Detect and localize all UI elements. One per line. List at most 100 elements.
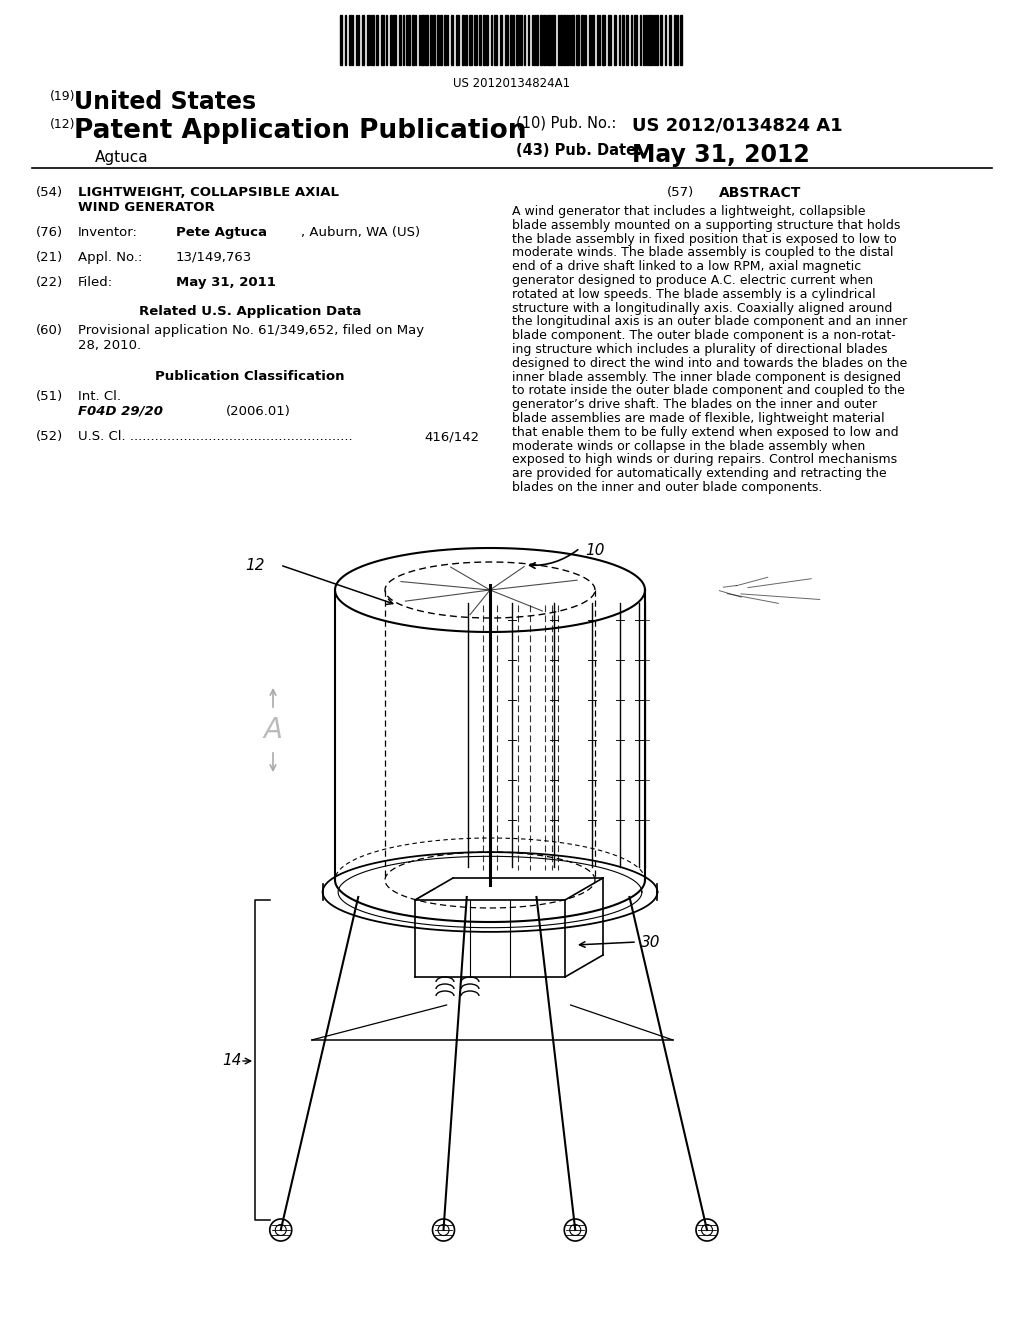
Text: (57): (57) <box>667 186 693 199</box>
Bar <box>462 15 464 65</box>
Text: (76): (76) <box>36 226 63 239</box>
Text: to rotate inside the outer blade component and coupled to the: to rotate inside the outer blade compone… <box>512 384 905 397</box>
Bar <box>433 15 435 65</box>
Text: (51): (51) <box>36 389 63 403</box>
Bar <box>469 15 472 65</box>
Text: A wind generator that includes a lightweight, collapsible: A wind generator that includes a lightwe… <box>512 205 865 218</box>
Text: May 31, 2011: May 31, 2011 <box>176 276 275 289</box>
Text: generator designed to produce A.C. electric current when: generator designed to produce A.C. elect… <box>512 275 873 286</box>
Bar <box>376 15 378 65</box>
Bar <box>362 15 364 65</box>
Text: exposed to high winds or during repairs. Control mechanisms: exposed to high winds or during repairs.… <box>512 453 897 466</box>
Bar <box>548 15 551 65</box>
Text: US 20120134824A1: US 20120134824A1 <box>454 77 570 90</box>
Text: May 31, 2012: May 31, 2012 <box>632 143 810 168</box>
Text: end of a drive shaft linked to a low RPM, axial magnetic: end of a drive shaft linked to a low RPM… <box>512 260 861 273</box>
Text: A: A <box>263 715 283 744</box>
Bar <box>602 15 605 65</box>
Text: United States: United States <box>74 90 256 114</box>
Bar <box>592 15 594 65</box>
Text: Int. Cl.: Int. Cl. <box>78 389 121 403</box>
Text: designed to direct the wind into and towards the blades on the: designed to direct the wind into and tow… <box>512 356 907 370</box>
Bar <box>540 15 542 65</box>
Bar <box>680 15 682 65</box>
Bar <box>589 15 591 65</box>
Bar <box>510 15 512 65</box>
Bar <box>520 15 522 65</box>
Bar <box>479 15 481 65</box>
Text: 30: 30 <box>641 935 660 950</box>
Text: 13/149,763: 13/149,763 <box>176 251 252 264</box>
Bar <box>340 15 342 65</box>
Bar <box>399 15 401 65</box>
Text: Appl. No.:: Appl. No.: <box>78 251 142 264</box>
Text: blades on the inner and outer blade components.: blades on the inner and outer blade comp… <box>512 480 822 494</box>
Text: Related U.S. Application Data: Related U.S. Application Data <box>139 305 361 318</box>
Text: moderate winds. The blade assembly is coupled to the distal: moderate winds. The blade assembly is co… <box>512 247 894 260</box>
Bar <box>656 15 658 65</box>
Bar <box>634 15 637 65</box>
Text: Agtuca: Agtuca <box>95 150 148 165</box>
Text: 14: 14 <box>222 1053 242 1068</box>
Bar <box>483 15 485 65</box>
Text: 28, 2010.: 28, 2010. <box>78 339 141 352</box>
Bar <box>465 15 467 65</box>
Bar <box>421 15 424 65</box>
Text: Patent Application Publication: Patent Application Publication <box>74 117 526 144</box>
Text: inner blade assembly. The inner blade component is designed: inner blade assembly. The inner blade co… <box>512 371 901 384</box>
Text: (54): (54) <box>36 186 63 199</box>
Bar <box>552 15 555 65</box>
Text: F04D 29/20: F04D 29/20 <box>78 405 163 418</box>
Bar <box>505 15 508 65</box>
Bar <box>571 15 574 65</box>
Bar <box>669 15 671 65</box>
Bar <box>660 15 662 65</box>
Text: Pete Agtuca: Pete Agtuca <box>176 226 267 239</box>
Bar <box>566 15 568 65</box>
Text: Publication Classification: Publication Classification <box>156 370 345 383</box>
Text: structure with a longitudinally axis. Coaxially aligned around: structure with a longitudinally axis. Co… <box>512 301 892 314</box>
Bar <box>393 15 396 65</box>
Bar <box>622 15 624 65</box>
Text: (22): (22) <box>36 276 63 289</box>
Bar <box>349 15 351 65</box>
Text: WIND GENERATOR: WIND GENERATOR <box>78 201 215 214</box>
Text: (43) Pub. Date:: (43) Pub. Date: <box>516 143 642 158</box>
Bar <box>367 15 369 65</box>
Text: rotated at low speeds. The blade assembly is a cylindrical: rotated at low speeds. The blade assembl… <box>512 288 876 301</box>
Bar <box>437 15 439 65</box>
Text: Filed:: Filed: <box>78 276 113 289</box>
Text: Inventor:: Inventor: <box>78 226 138 239</box>
Text: (12): (12) <box>50 117 76 131</box>
Text: 416/142: 416/142 <box>424 430 479 444</box>
Bar <box>486 15 488 65</box>
Bar <box>408 15 410 65</box>
Text: (19): (19) <box>50 90 76 103</box>
Bar <box>563 15 565 65</box>
Bar <box>536 15 538 65</box>
Text: 12: 12 <box>245 558 264 573</box>
Text: , Auburn, WA (US): , Auburn, WA (US) <box>301 226 420 239</box>
Bar <box>444 15 446 65</box>
Bar <box>516 15 519 65</box>
Text: (10) Pub. No.:: (10) Pub. No.: <box>516 116 616 131</box>
Bar <box>581 15 584 65</box>
Bar <box>494 15 497 65</box>
Text: 10: 10 <box>585 543 604 558</box>
Bar <box>430 15 432 65</box>
Bar <box>560 15 562 65</box>
Bar <box>608 15 611 65</box>
Text: U.S. Cl. ......................................................: U.S. Cl. ...............................… <box>78 430 352 444</box>
Bar <box>425 15 428 65</box>
Bar <box>390 15 392 65</box>
Bar <box>456 15 459 65</box>
Bar <box>412 15 414 65</box>
Text: LIGHTWEIGHT, COLLAPSIBLE AXIAL: LIGHTWEIGHT, COLLAPSIBLE AXIAL <box>78 186 339 199</box>
Bar <box>372 15 374 65</box>
Bar <box>626 15 628 65</box>
Text: the blade assembly in fixed position that is exposed to low to: the blade assembly in fixed position tha… <box>512 232 897 246</box>
Text: that enable them to be fully extend when exposed to low and: that enable them to be fully extend when… <box>512 426 899 438</box>
Text: blade component. The outer blade component is a non-rotat-: blade component. The outer blade compone… <box>512 329 896 342</box>
Bar <box>614 15 616 65</box>
Bar <box>543 15 545 65</box>
